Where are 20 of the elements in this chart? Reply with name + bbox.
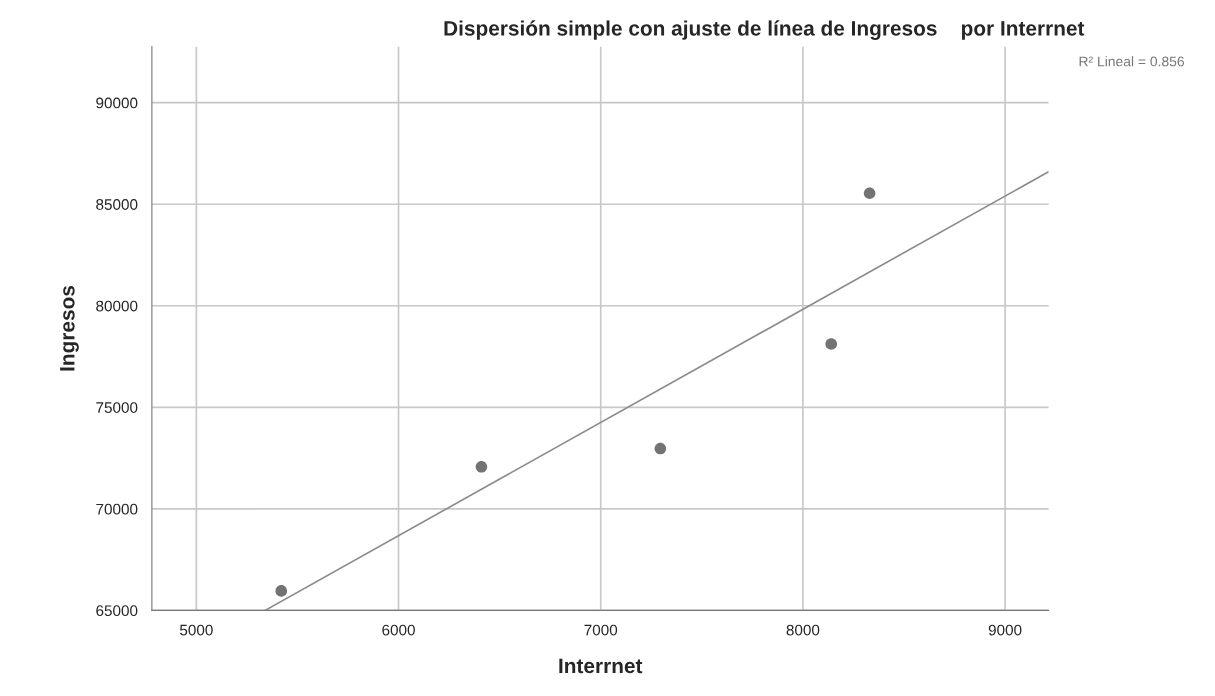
y-tick-label: 75000 <box>96 402 138 413</box>
y-tick-label: 80000 <box>96 300 138 312</box>
y-tick-label: 90000 <box>96 97 138 109</box>
point <box>475 461 488 473</box>
point <box>863 187 876 200</box>
y-tick-label: 85000 <box>96 199 138 210</box>
point <box>825 338 838 350</box>
point <box>275 585 288 597</box>
point <box>654 442 667 455</box>
x-tick-label: 5000 <box>179 624 213 636</box>
x-tick-label: 6000 <box>382 624 415 636</box>
x-axis-title: Interrnet <box>559 658 643 674</box>
x-tick-label: 9000 <box>988 624 1022 636</box>
y-tick-label: 70000 <box>96 503 138 515</box>
y-tick-label: 65000 <box>96 605 138 617</box>
x-tick-label: 8000 <box>786 624 820 636</box>
y-axis-title: Ingresos <box>60 285 79 371</box>
chart-title: Dispersión simple con ajuste de línea de Ingresos por Interrnet <box>444 20 1085 40</box>
x-tick-label: 7000 <box>584 624 618 636</box>
text: R² Lineal = 0.856 <box>1079 56 1185 67</box>
